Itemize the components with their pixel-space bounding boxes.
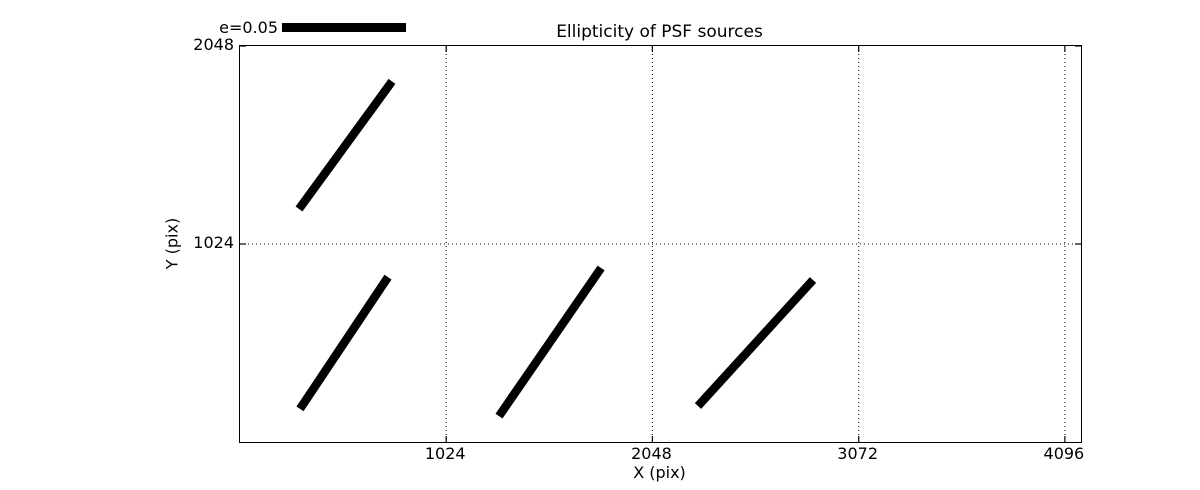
ellipticity-stick-3 (495, 265, 605, 419)
x-tick-label-3072: 3072 (837, 444, 879, 463)
y-tick-label-1024: 1024 (193, 233, 234, 252)
x-axis-label: X (pix) (633, 463, 686, 482)
plot-area (239, 45, 1082, 443)
ellipticity-stick-4 (694, 277, 817, 409)
ellipticity-stick-1 (295, 78, 396, 212)
x-tick-label-2048: 2048 (631, 444, 672, 463)
plot-canvas (240, 46, 1081, 442)
chart-title: Ellipticity of PSF sources (556, 22, 763, 42)
legend-label: e=0.05 (219, 18, 278, 37)
legend-stick-sample (282, 23, 406, 32)
x-tick-label-4096: 4096 (1043, 444, 1085, 463)
y-axis-label: Y (pix) (162, 217, 182, 270)
x-tick-label-1024: 1024 (424, 444, 466, 463)
y-tick-label-2048: 2048 (193, 35, 234, 54)
ellipticity-stick-2 (296, 274, 392, 412)
